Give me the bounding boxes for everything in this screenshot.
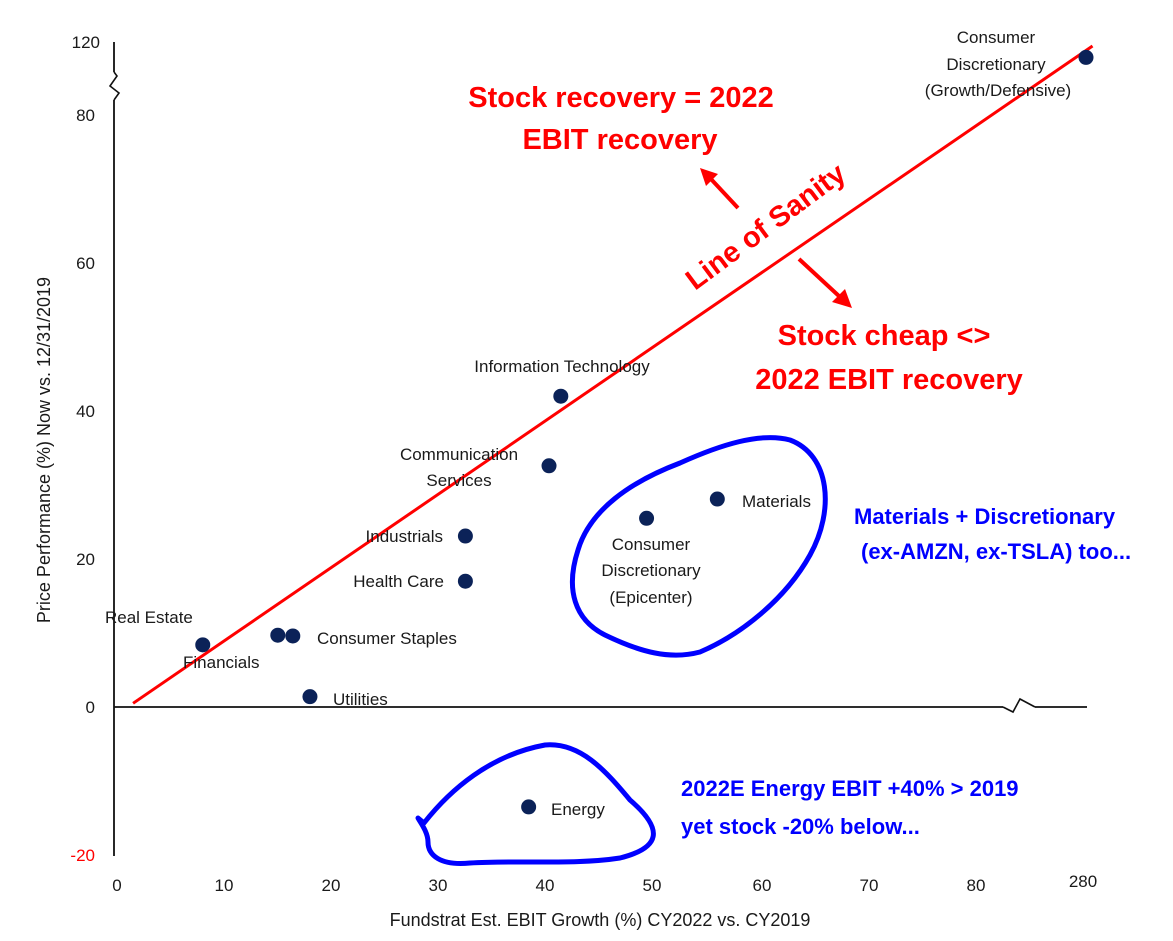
x-tick-label: 20 (322, 876, 341, 895)
point-label-materials: Materials (742, 492, 811, 511)
point-label-cd-growth-line3: (Growth/Defensive) (925, 81, 1071, 100)
y-tick-label-negative: -20 (70, 846, 95, 865)
arrow-down-right-icon (797, 257, 852, 308)
x-tick-label: 40 (536, 876, 555, 895)
point-label-health-care: Health Care (353, 572, 444, 591)
annotation-above-line-2: EBIT recovery (522, 124, 717, 156)
x-tick-label: 30 (429, 876, 448, 895)
point-label-cd-growth-line1: Consumer (957, 28, 1036, 47)
point-label-information-technology: Information Technology (474, 357, 650, 376)
point-label-consumer-staples: Consumer Staples (317, 629, 457, 648)
y-axis-title: Price Performance (%) Now vs. 12/31/2019 (34, 277, 54, 623)
hand-drawn-circle-energy (415, 742, 656, 866)
data-point (270, 627, 286, 643)
annotation-materials-2: (ex-AMZN, ex-TSLA) too... (861, 539, 1131, 564)
arrow-up-left-icon (700, 168, 740, 210)
point-label-cd-epicenter-line3: (Epicenter) (609, 588, 692, 607)
point-label-communication-line1: Communication (400, 445, 518, 464)
x-axis-title: Fundstrat Est. EBIT Growth (%) CY2022 vs… (390, 910, 811, 930)
data-point (195, 637, 211, 653)
data-point (541, 458, 557, 474)
point-label-industrials: Industrials (366, 527, 443, 546)
annotation-below-line-1: Stock cheap <> (778, 320, 991, 352)
data-point (709, 491, 725, 507)
y-tick-label: 120 (72, 33, 100, 52)
point-labels: Real Estate Financials Consumer Staples … (105, 28, 1071, 819)
data-point (521, 799, 537, 815)
data-point (285, 628, 301, 644)
annotation-energy-2: yet stock -20% below... (681, 814, 920, 839)
annotation-below-line-2: 2022 EBIT recovery (755, 364, 1023, 396)
data-point (457, 573, 473, 589)
x-axis (114, 697, 1087, 714)
annotation-energy-1: 2022E Energy EBIT +40% > 2019 (681, 776, 1019, 801)
hand-drawn-circle-materials (569, 435, 828, 658)
point-label-financials: Financials (183, 653, 260, 672)
x-tick-label: 80 (967, 876, 986, 895)
data-point (457, 528, 473, 544)
data-point (639, 510, 655, 526)
annotation-materials-1: Materials + Discretionary (854, 504, 1116, 529)
data-point (553, 388, 569, 404)
point-label-cd-epicenter-line2: Discretionary (601, 561, 701, 580)
x-tick-label: 50 (643, 876, 662, 895)
x-tick-label: 60 (753, 876, 772, 895)
y-axis (108, 42, 121, 856)
y-tick-label: 40 (76, 402, 95, 421)
data-point (1078, 49, 1094, 65)
data-point (302, 689, 318, 705)
point-label-real-estate: Real Estate (105, 608, 193, 627)
annotation-above-line-1: Stock recovery = 2022 (468, 82, 774, 114)
x-tick-labels: 0 10 20 30 40 50 60 70 80 280 (112, 872, 1097, 895)
point-label-communication-line2: Services (426, 471, 491, 490)
x-tick-label: 280 (1069, 872, 1097, 891)
y-tick-label: 80 (76, 106, 95, 125)
y-tick-labels: 120 80 60 40 20 0 -20 (70, 33, 100, 865)
line-of-sanity (132, 44, 1094, 705)
x-tick-label: 0 (112, 876, 121, 895)
point-label-utilities: Utilities (333, 690, 388, 709)
y-axis-break-icon (108, 71, 121, 101)
data-points (195, 49, 1094, 815)
x-axis-break-icon (1002, 697, 1036, 714)
x-tick-label: 70 (860, 876, 879, 895)
y-tick-label: 0 (86, 698, 95, 717)
y-tick-label: 20 (76, 550, 95, 569)
y-tick-label: 60 (76, 254, 95, 273)
point-label-cd-epicenter-line1: Consumer (612, 535, 691, 554)
point-label-cd-growth-line2: Discretionary (946, 55, 1046, 74)
x-tick-label: 10 (215, 876, 234, 895)
point-label-energy: Energy (551, 800, 605, 819)
